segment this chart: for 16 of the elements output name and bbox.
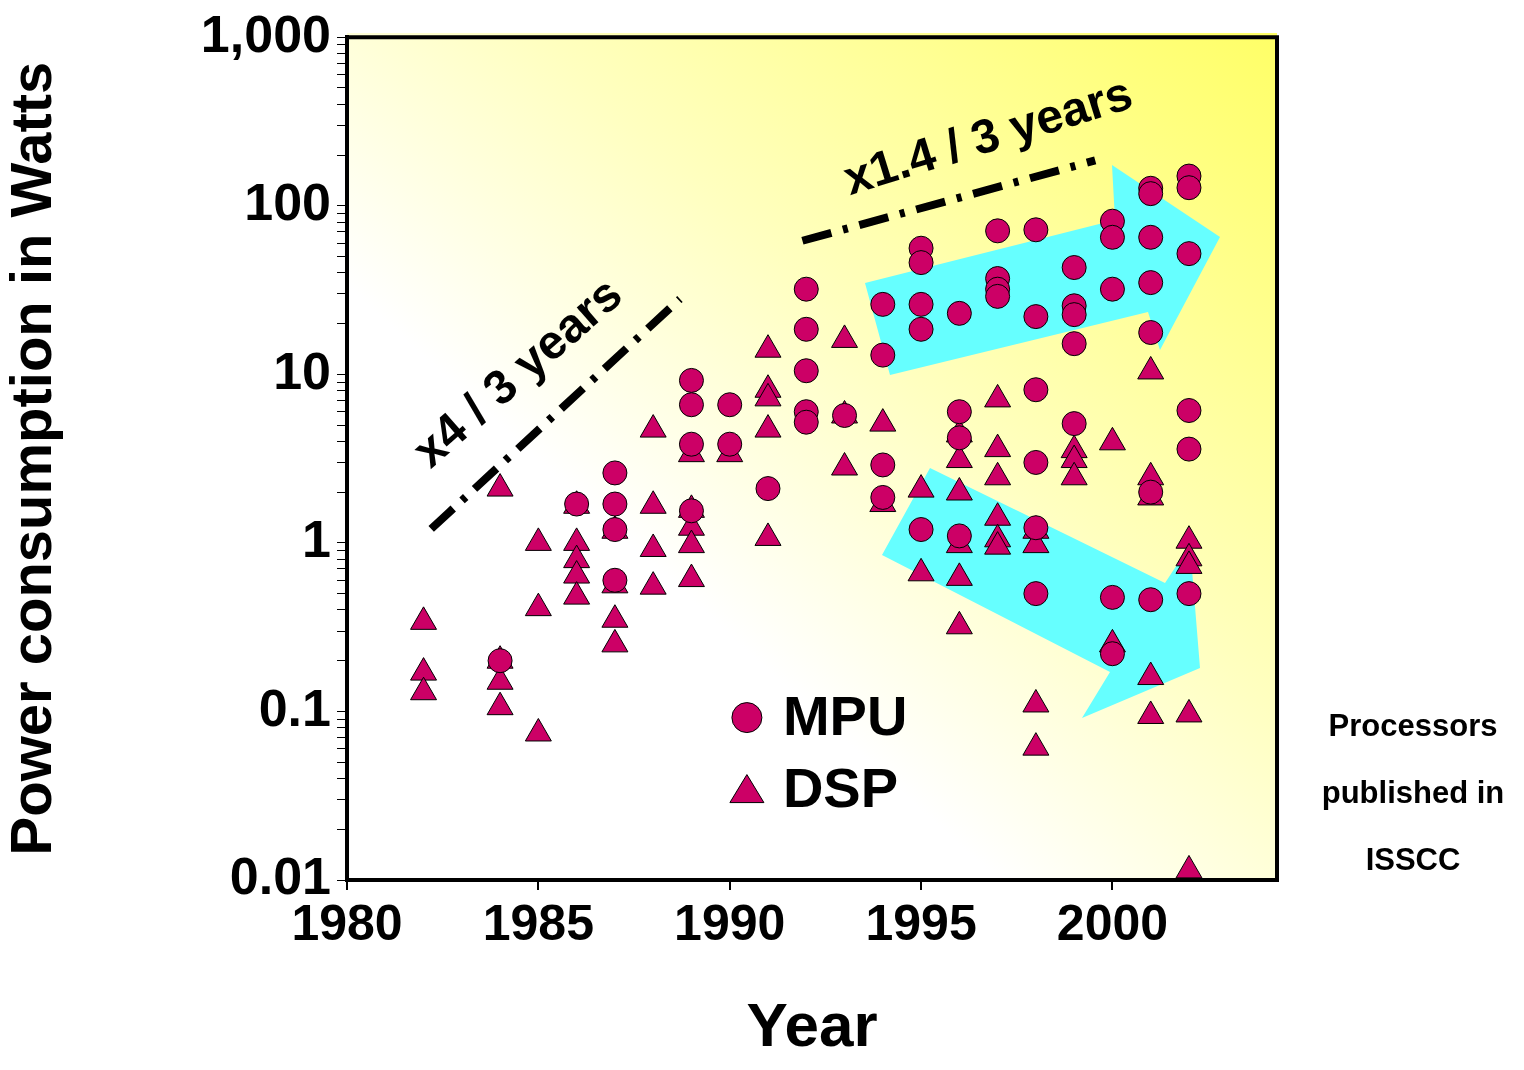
x-tick-label: 1980	[291, 894, 403, 951]
legend-label: MPU	[782, 684, 908, 748]
y-tick-label: 0.1	[258, 678, 331, 737]
y-tick-label: 1	[302, 510, 331, 569]
x-tick-label: 1995	[865, 894, 977, 951]
y-tick-label: 100	[244, 173, 331, 232]
text: Processors published in ISSCC	[1321, 707, 1505, 877]
legend-label: DSP	[782, 756, 899, 820]
y-tick-label: 10	[273, 341, 331, 400]
x-axis-title: Year	[746, 989, 878, 1059]
x-tick-label: 1985	[482, 894, 594, 951]
x-tick-label: 2000	[1056, 894, 1169, 951]
x-tick-label: 1990	[674, 894, 786, 951]
y-tick-label: 1,000	[200, 4, 331, 63]
y-axis-title: Power consumption in Watts	[0, 61, 63, 856]
annotation: x1.4 / 3 years	[837, 65, 1139, 205]
